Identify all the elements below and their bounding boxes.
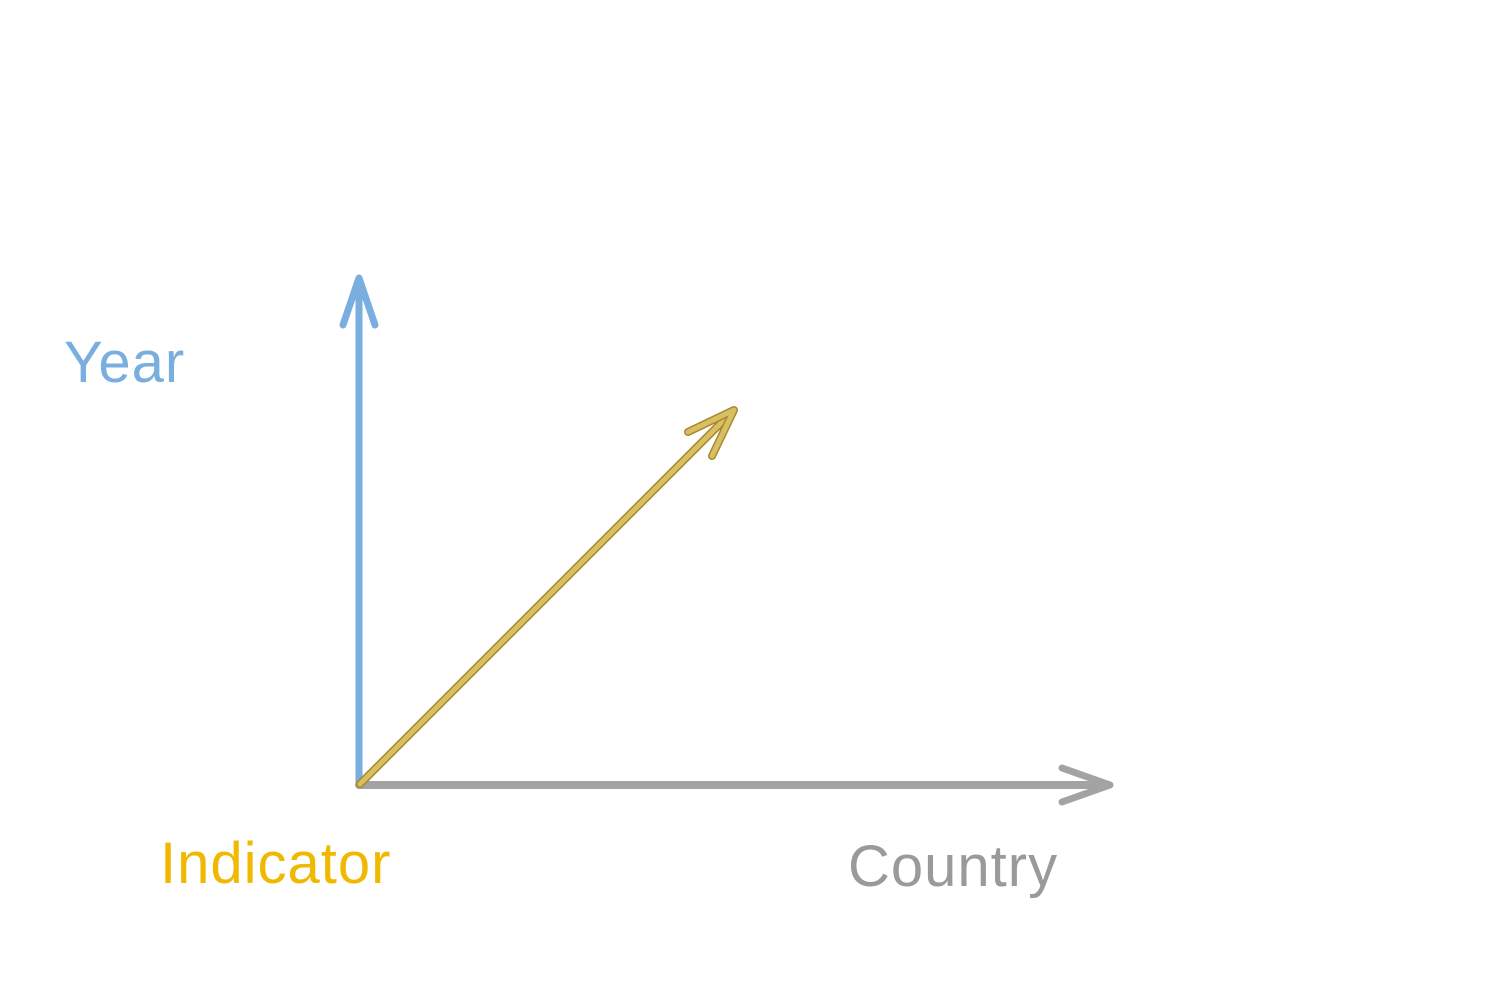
country-axis-label: Country: [848, 834, 1059, 899]
indicator-axis-label: Indicator: [160, 831, 392, 896]
year-axis-arrow: [339, 274, 379, 789]
indicator-axis-arrow: [356, 406, 738, 788]
year-axis-label: Year: [64, 330, 186, 395]
country-axis-arrow: [355, 764, 1114, 806]
